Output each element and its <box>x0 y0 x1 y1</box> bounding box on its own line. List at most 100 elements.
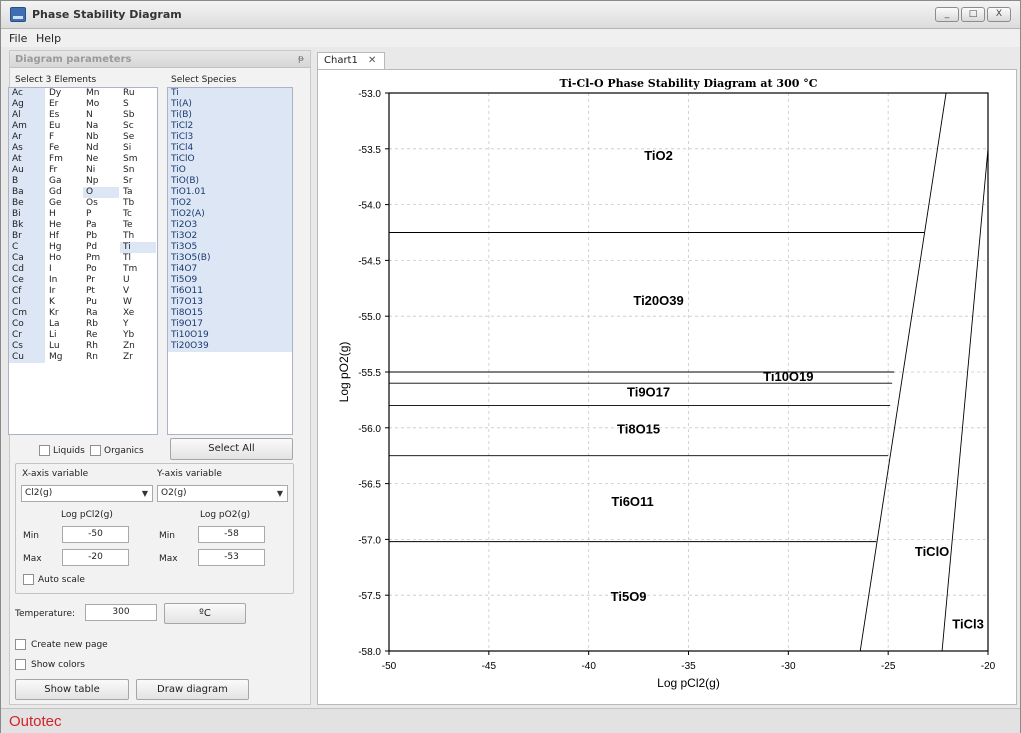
element-fr[interactable]: Fr <box>49 165 58 175</box>
element-ac[interactable]: Ac <box>9 88 45 99</box>
y-min-input[interactable]: -58 <box>198 526 265 543</box>
species-item[interactable]: Ti20O39 <box>168 341 292 352</box>
close-button[interactable]: X <box>987 7 1011 22</box>
element-gd[interactable]: Gd <box>49 187 62 197</box>
element-ru[interactable]: Ru <box>123 88 135 98</box>
element-cm[interactable]: Cm <box>9 308 45 319</box>
maximize-button[interactable]: □ <box>961 7 985 22</box>
species-item[interactable]: TiCl2 <box>168 121 292 132</box>
pin-icon[interactable]: ᵽ <box>297 54 304 64</box>
element-zn[interactable]: Zn <box>123 341 135 351</box>
element-nb[interactable]: Nb <box>86 132 99 142</box>
close-icon[interactable]: ✕ <box>368 55 377 66</box>
element-cs[interactable]: Cs <box>9 341 45 352</box>
y-variable-select[interactable]: O2(g) ▼ <box>157 485 288 502</box>
element-xe[interactable]: Xe <box>123 308 135 318</box>
species-item[interactable]: Ti9O17 <box>168 319 292 330</box>
element-cl[interactable]: Cl <box>9 297 45 308</box>
element-mn[interactable]: Mn <box>86 88 100 98</box>
element-hg[interactable]: Hg <box>49 242 62 252</box>
element-te[interactable]: Te <box>123 220 133 230</box>
element-yb[interactable]: Yb <box>123 330 135 340</box>
element-li[interactable]: Li <box>49 330 57 340</box>
element-cr[interactable]: Cr <box>9 330 45 341</box>
species-item[interactable]: Ti7O13 <box>168 297 292 308</box>
element-ce[interactable]: Ce <box>9 275 45 286</box>
element-sc[interactable]: Sc <box>123 121 134 131</box>
element-re[interactable]: Re <box>86 330 98 340</box>
element-rb[interactable]: Rb <box>86 319 98 329</box>
species-item[interactable]: TiO <box>168 165 292 176</box>
element-y[interactable]: Y <box>123 319 129 329</box>
create-new-page-checkbox[interactable] <box>15 639 26 650</box>
element-nd[interactable]: Nd <box>86 143 99 153</box>
species-item[interactable]: TiO(B) <box>168 176 292 187</box>
species-list[interactable]: Ti Ti(A) Ti(B) TiCl2 TiCl3 TiCl4 TiClO TiO TiO(B… <box>167 87 293 435</box>
element-lu[interactable]: Lu <box>49 341 60 351</box>
select-all-button[interactable]: Select All <box>170 438 293 460</box>
y-max-input[interactable]: -53 <box>198 549 265 566</box>
species-item[interactable]: Ti6O11 <box>168 286 292 297</box>
element-po[interactable]: Po <box>86 264 97 274</box>
species-item[interactable]: Ti(A) <box>168 99 292 110</box>
species-item[interactable]: TiCl3 <box>168 132 292 143</box>
element-ra[interactable]: Ra <box>86 308 98 318</box>
species-item[interactable]: Ti10O19 <box>168 330 292 341</box>
element-se[interactable]: Se <box>123 132 135 142</box>
element-na[interactable]: Na <box>86 121 99 131</box>
species-item[interactable]: Ti2O3 <box>168 220 292 231</box>
x-min-input[interactable]: -50 <box>62 526 129 543</box>
element-er[interactable]: Er <box>49 99 59 109</box>
element-cu[interactable]: Cu <box>9 352 45 363</box>
element-ni[interactable]: Ni <box>86 165 96 175</box>
species-item[interactable]: Ti5O9 <box>168 275 292 286</box>
element-ge[interactable]: Ge <box>49 198 62 208</box>
species-item[interactable]: TiO1.01 <box>168 187 292 198</box>
x-variable-select[interactable]: Cl2(g) ▼ <box>21 485 153 502</box>
minimize-button[interactable]: _ <box>935 7 959 22</box>
element-n[interactable]: N <box>86 110 93 120</box>
element-os[interactable]: Os <box>86 198 98 208</box>
element-ga[interactable]: Ga <box>49 176 62 186</box>
element-pa[interactable]: Pa <box>86 220 97 230</box>
element-o[interactable]: O <box>83 187 119 198</box>
element-fm[interactable]: Fm <box>49 154 63 164</box>
element-sm[interactable]: Sm <box>123 154 138 164</box>
element-ag[interactable]: Ag <box>9 99 45 110</box>
element-zr[interactable]: Zr <box>123 352 133 362</box>
element-al[interactable]: Al <box>9 110 45 121</box>
tab-chart1[interactable]: Chart1 ✕ <box>317 52 385 70</box>
element-co[interactable]: Co <box>9 319 45 330</box>
element-in[interactable]: In <box>49 275 58 285</box>
element-cf[interactable]: Cf <box>9 286 45 297</box>
element-sb[interactable]: Sb <box>123 110 135 120</box>
element-es[interactable]: Es <box>49 110 60 120</box>
element-tb[interactable]: Tb <box>123 198 135 208</box>
element-np[interactable]: Np <box>86 176 99 186</box>
element-v[interactable]: V <box>123 286 130 296</box>
element-ca[interactable]: Ca <box>9 253 45 264</box>
element-si[interactable]: Si <box>123 143 132 153</box>
element-i[interactable]: I <box>49 264 52 274</box>
element-ar[interactable]: Ar <box>9 132 45 143</box>
element-la[interactable]: La <box>49 319 60 329</box>
element-eu[interactable]: Eu <box>49 121 61 131</box>
species-item[interactable]: Ti4O7 <box>168 264 292 275</box>
title-bar[interactable]: Phase Stability Diagram _ □ X <box>1 1 1020 29</box>
element-fe[interactable]: Fe <box>49 143 60 153</box>
element-w[interactable]: W <box>123 297 132 307</box>
element-pu[interactable]: Pu <box>86 297 97 307</box>
element-at[interactable]: At <box>9 154 45 165</box>
element-rn[interactable]: Rn <box>86 352 98 362</box>
species-item[interactable]: TiO2 <box>168 198 292 209</box>
element-s[interactable]: S <box>123 99 129 109</box>
element-mg[interactable]: Mg <box>49 352 63 362</box>
element-sr[interactable]: Sr <box>123 176 133 186</box>
species-item[interactable]: Ti3O2 <box>168 231 292 242</box>
element-tm[interactable]: Tm <box>123 264 138 274</box>
show-colors-checkbox[interactable] <box>15 659 26 670</box>
element-k[interactable]: K <box>49 297 55 307</box>
menu-help[interactable]: Help <box>36 32 62 45</box>
element-cd[interactable]: Cd <box>9 264 45 275</box>
show-table-button[interactable]: Show table <box>15 679 129 700</box>
